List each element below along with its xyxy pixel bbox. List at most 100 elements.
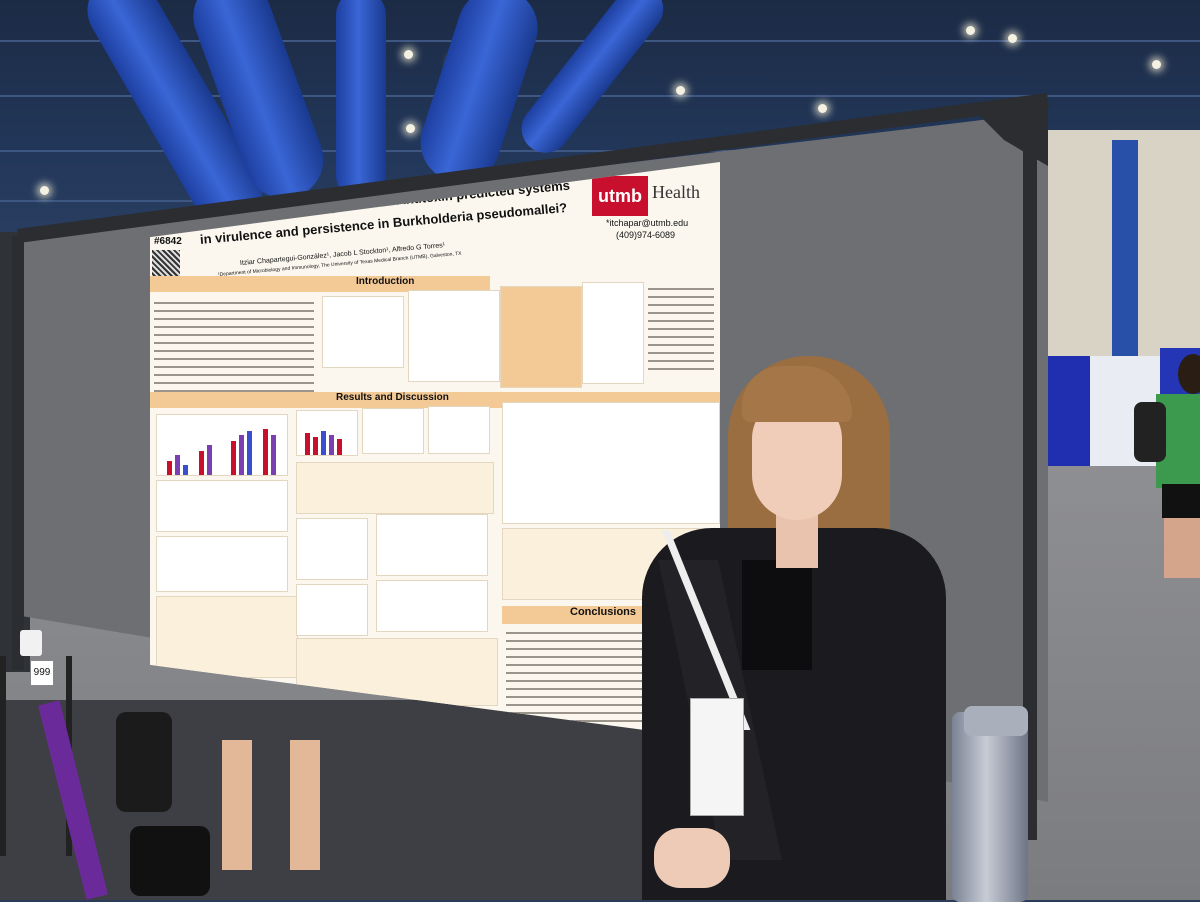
presenter-shirt bbox=[742, 560, 812, 670]
research-poster: #6842 What is the role of HigBA Toxin-An… bbox=[150, 162, 720, 740]
body-text-line bbox=[648, 320, 714, 322]
body-text-line bbox=[154, 302, 314, 304]
body-text-line bbox=[506, 632, 706, 634]
body-text-line bbox=[506, 672, 706, 674]
chart-bar bbox=[337, 439, 342, 455]
ceiling-light bbox=[676, 86, 685, 95]
figure-2-caption-box bbox=[500, 286, 582, 388]
poster-tube bbox=[952, 712, 1028, 902]
visitor-leg bbox=[222, 740, 252, 870]
body-text-line bbox=[154, 310, 314, 312]
chart-bar bbox=[183, 465, 188, 475]
ceiling-light bbox=[818, 104, 827, 113]
figure-7-charts bbox=[502, 402, 720, 524]
figure-5-chart bbox=[428, 406, 490, 454]
chart-bar bbox=[175, 455, 180, 475]
chart-bar bbox=[263, 429, 268, 475]
body-text-line bbox=[506, 680, 706, 682]
body-text-line bbox=[154, 366, 314, 368]
figure-3-network bbox=[582, 282, 644, 384]
body-text-line bbox=[648, 368, 714, 370]
body-text-line bbox=[506, 704, 706, 706]
body-text-line bbox=[154, 382, 314, 384]
body-text-line bbox=[506, 688, 706, 690]
presenter-bangs bbox=[742, 366, 852, 422]
body-text-line bbox=[506, 720, 706, 722]
passerby-shorts bbox=[1162, 484, 1200, 518]
chart-bar bbox=[313, 437, 318, 455]
ceiling-light bbox=[40, 186, 49, 195]
figure-6-chart bbox=[376, 514, 488, 576]
chart-bar bbox=[199, 451, 204, 475]
chart-bar bbox=[271, 435, 276, 475]
body-text-line bbox=[648, 352, 714, 354]
conclusions-heading: Conclusions bbox=[570, 606, 637, 618]
contact-phone: (409)974-6089 bbox=[616, 230, 676, 240]
figure-1-diagram bbox=[408, 290, 500, 382]
figure-5-caption bbox=[296, 462, 494, 514]
poster-tube-cap bbox=[964, 706, 1028, 736]
blue-pipe bbox=[336, 0, 386, 200]
black-bag bbox=[130, 826, 210, 896]
ceiling-truss bbox=[0, 150, 1200, 152]
body-text-line bbox=[648, 296, 714, 298]
figure-4-chart bbox=[156, 480, 288, 532]
body-text-line bbox=[154, 326, 314, 328]
body-text-line bbox=[506, 696, 706, 698]
visitor-leg bbox=[290, 740, 320, 870]
backpack bbox=[1134, 402, 1166, 462]
body-text-line bbox=[154, 342, 314, 344]
figure-4-chart bbox=[156, 536, 288, 592]
body-text-line bbox=[648, 360, 714, 362]
chart-bar bbox=[321, 431, 326, 455]
figure-4-caption bbox=[156, 596, 298, 678]
introduction-heading: Introduction bbox=[356, 276, 415, 287]
body-text-line bbox=[648, 344, 714, 346]
presenter-hands bbox=[654, 828, 730, 888]
chart-bar bbox=[329, 435, 334, 455]
body-text-line bbox=[506, 712, 706, 714]
body-text-line bbox=[154, 358, 314, 360]
body-text-line bbox=[154, 334, 314, 336]
chart-bar bbox=[239, 435, 244, 475]
figure-5-chart bbox=[296, 410, 358, 456]
contact-email: *itchapar@utmb.edu bbox=[606, 218, 689, 228]
introduction-header-bar bbox=[150, 276, 490, 292]
body-text-line bbox=[648, 336, 714, 338]
health-logo-text: Health bbox=[652, 182, 700, 202]
body-text-line bbox=[506, 640, 706, 642]
ceiling-light bbox=[404, 50, 413, 59]
ceiling-light bbox=[966, 26, 975, 35]
body-text-line bbox=[506, 664, 706, 666]
body-text-line bbox=[506, 656, 706, 658]
name-badge bbox=[690, 698, 744, 816]
body-text-line bbox=[648, 304, 714, 306]
figure-6-chart bbox=[376, 580, 488, 632]
figure-4-chart bbox=[156, 414, 288, 476]
body-text-line bbox=[154, 318, 314, 320]
paper-cup bbox=[20, 630, 42, 656]
ceiling-light bbox=[1008, 34, 1017, 43]
figure-6-chart bbox=[296, 584, 368, 636]
figure-5-chart bbox=[362, 408, 424, 454]
body-text-line bbox=[648, 288, 714, 290]
chart-bar bbox=[305, 433, 310, 455]
ceiling-light bbox=[1152, 60, 1161, 69]
utmb-logo: utmb bbox=[592, 176, 648, 216]
chart-bar bbox=[231, 441, 236, 475]
ceiling-light bbox=[406, 124, 415, 133]
body-text-line bbox=[506, 648, 706, 650]
visitor-legs bbox=[116, 712, 172, 812]
chart-bar bbox=[207, 445, 212, 475]
body-text-line bbox=[154, 350, 314, 352]
body-text-line bbox=[154, 390, 314, 392]
passerby-head bbox=[1178, 354, 1200, 394]
chart-bar bbox=[247, 431, 252, 475]
board-number-tag: 999 bbox=[30, 660, 54, 686]
body-text-line bbox=[648, 328, 714, 330]
booth-curtain bbox=[1040, 356, 1090, 466]
body-text-line bbox=[154, 374, 314, 376]
figure-1-panel bbox=[322, 296, 404, 368]
poster-number: #6842 bbox=[154, 236, 182, 247]
